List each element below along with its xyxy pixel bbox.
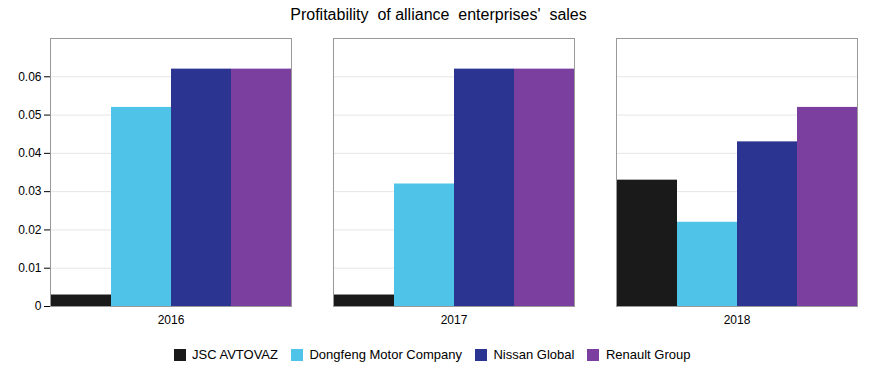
html-text:JSC AVTOVAZ: JSC AVTOVAZ <box>192 347 278 362</box>
html-text:Dongfeng Motor Company: Dongfeng Motor Company <box>309 347 462 362</box>
svg-text:0.01: 0.01 <box>18 261 42 275</box>
svg-text:0.05: 0.05 <box>18 108 42 122</box>
html-text:Profitability of alliance ente: Profitability of alliance enterprises' s… <box>290 6 587 23</box>
svg-text:2016: 2016 <box>158 313 185 327</box>
svg-text:0: 0 <box>35 299 42 313</box>
svg-text:0.04: 0.04 <box>18 146 42 160</box>
html-text:Renault Group: Renault Group <box>605 347 691 362</box>
svg-text:0.06: 0.06 <box>18 70 42 84</box>
svg-text:2018: 2018 <box>724 313 751 327</box>
svg-text:2017: 2017 <box>441 313 468 327</box>
svg-text:0.03: 0.03 <box>18 184 42 198</box>
html-text:Nissan Global: Nissan Global <box>493 347 575 362</box>
svg-text:0.02: 0.02 <box>18 223 42 237</box>
